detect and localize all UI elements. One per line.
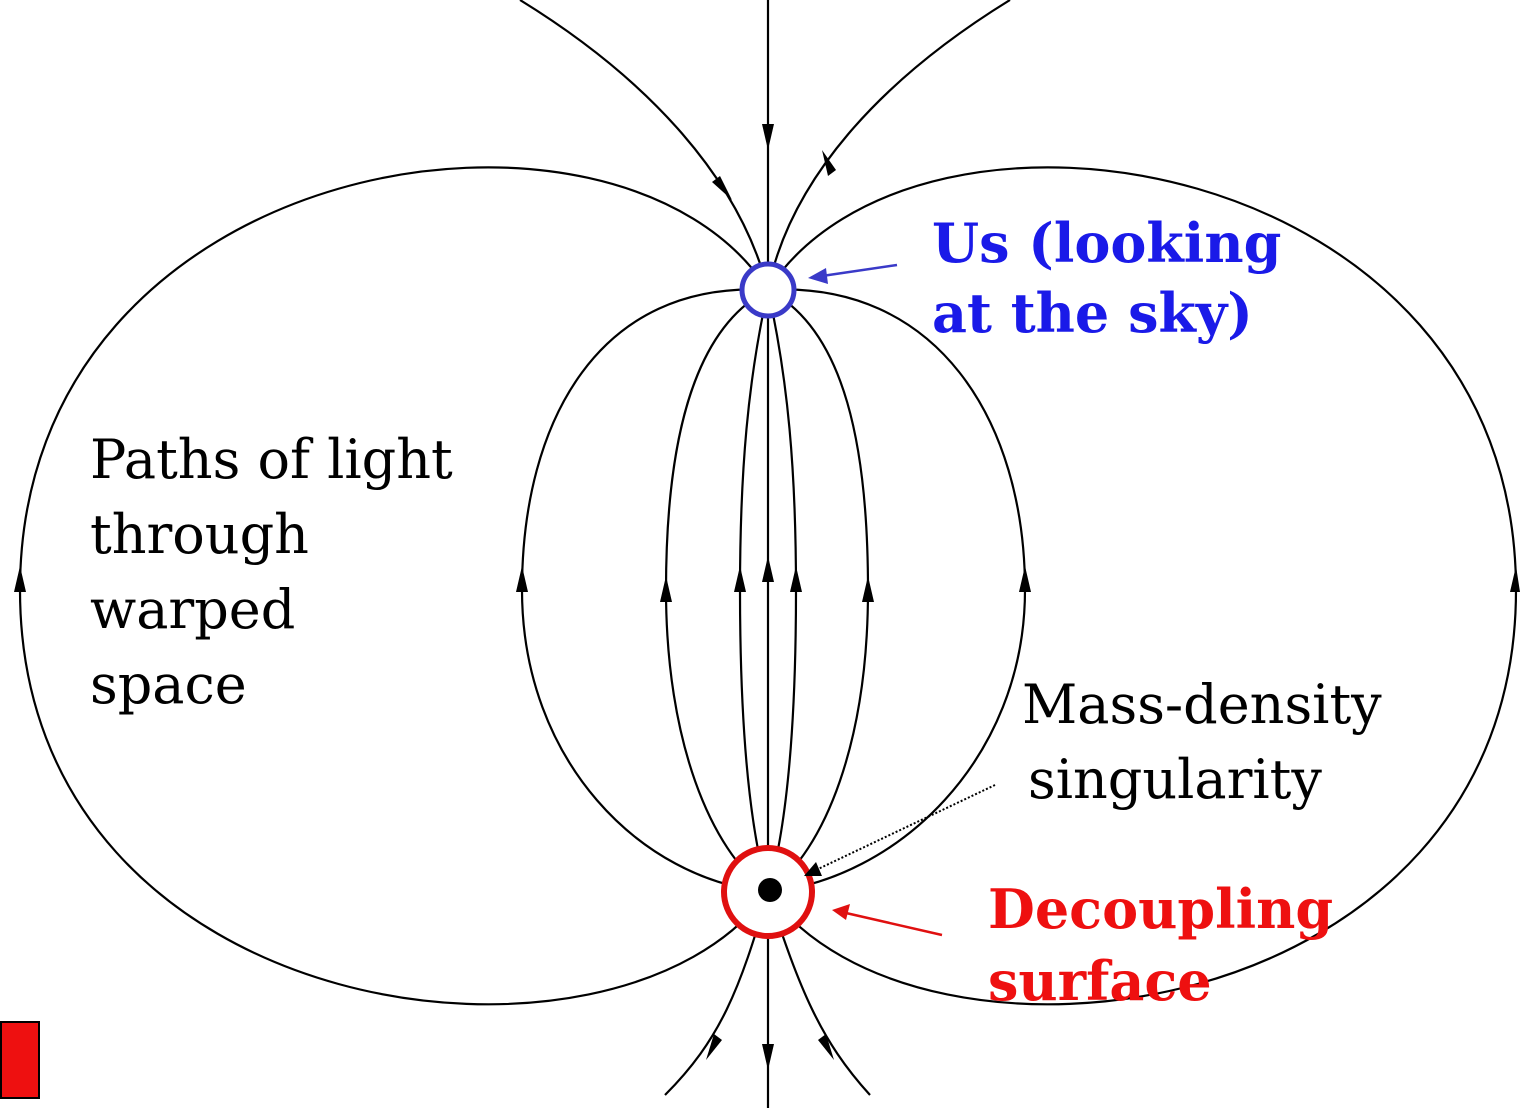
arrowheads (14, 124, 1520, 1070)
arrowhead (762, 556, 774, 582)
red-box (0, 1021, 40, 1099)
incoming-left (519, 0, 770, 291)
singularity-pointer (815, 784, 996, 871)
arrowhead (14, 566, 26, 592)
label-line: surface (988, 949, 1212, 1013)
label-line: Mass-density (1022, 673, 1382, 736)
decoupling-pointer-head (832, 904, 850, 920)
us-marker (739, 261, 797, 319)
arrowhead (818, 1034, 834, 1060)
arrowhead (706, 1034, 722, 1060)
arrowhead (734, 566, 746, 592)
arrowhead (1510, 566, 1520, 592)
singularity-dot (758, 878, 782, 902)
arrowhead (762, 1044, 774, 1070)
label-line: Us (looking (932, 211, 1281, 275)
incoming-right (766, 0, 1011, 291)
inner-right-loop (767, 288, 1027, 894)
label-line: warped (90, 578, 295, 641)
us-pointer (821, 263, 898, 278)
decoupling-pointer (845, 911, 943, 937)
us-pointer-head (808, 268, 828, 284)
arrowhead (660, 576, 672, 602)
label-line: through (90, 503, 309, 566)
arrowhead (862, 576, 874, 602)
arrowhead (712, 176, 732, 200)
inner-left-loop (520, 288, 769, 894)
label-line: Decoupling (988, 877, 1333, 941)
arrowhead (790, 566, 802, 592)
label-line: Paths of light (90, 428, 453, 491)
arrowhead (822, 150, 836, 176)
label-line: singularity (1028, 748, 1322, 811)
label-line: at the sky) (932, 281, 1253, 345)
arrowhead (516, 566, 528, 592)
arrowhead (762, 124, 774, 150)
arrowhead (1019, 566, 1031, 592)
singularity-pointer-head (804, 862, 822, 876)
label-line: space (90, 653, 247, 716)
